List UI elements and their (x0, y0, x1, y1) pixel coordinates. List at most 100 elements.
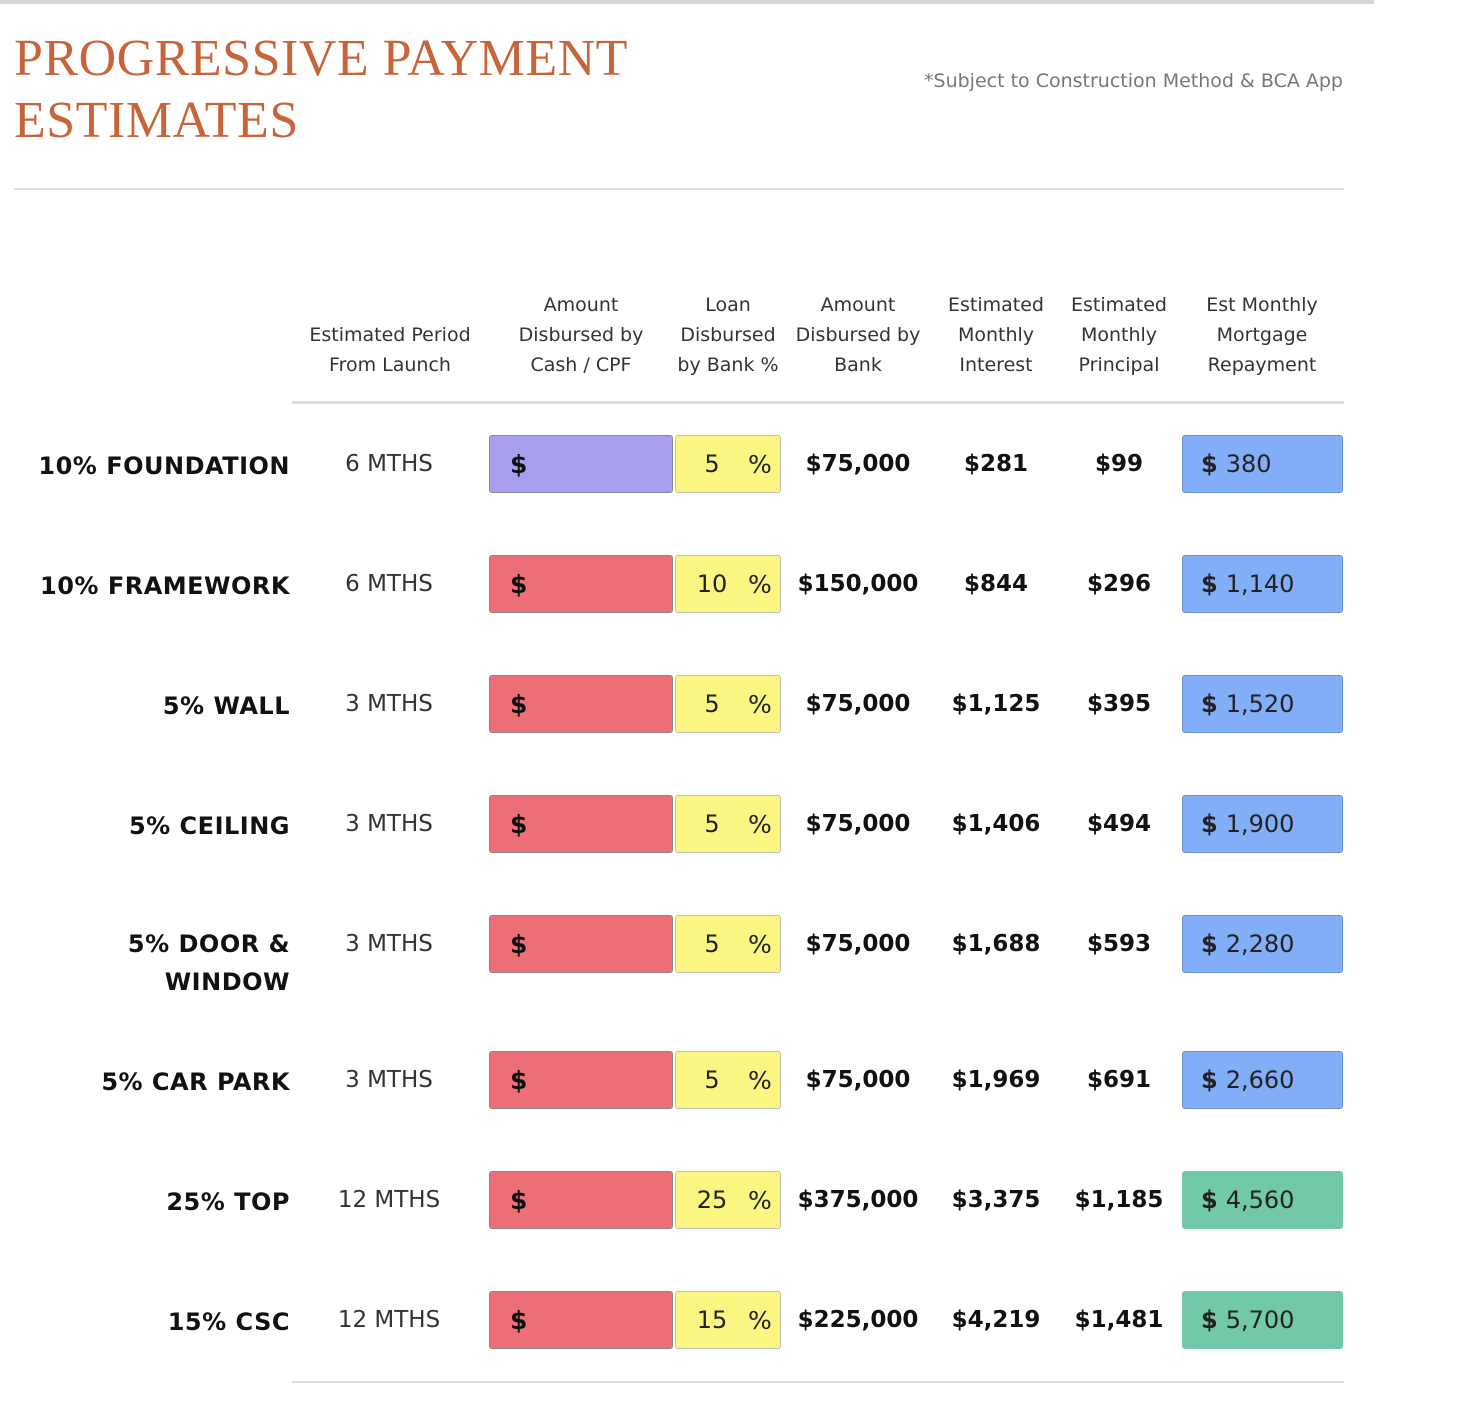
cash-cpf-input[interactable]: $ (489, 1171, 673, 1229)
dollar-icon: $ (510, 569, 528, 599)
interest-value: $4,219 (951, 1307, 1041, 1333)
principal-value: $99 (1094, 451, 1143, 477)
header-amount-bank: Amount Disbursed by Bank (795, 294, 921, 376)
loan-percent-input[interactable]: 10% (675, 555, 781, 613)
interest-value: $1,125 (951, 691, 1041, 717)
loan-percent-input[interactable]: 5% (675, 675, 781, 733)
percent-icon: % (748, 689, 772, 719)
interest-value: $3,375 (951, 1187, 1041, 1213)
table-bottom-divider (292, 1381, 1344, 1383)
percent-icon: % (748, 1065, 772, 1095)
percent-icon: % (748, 1185, 772, 1215)
period-value: 12 MTHS (337, 1307, 441, 1333)
repayment-box: $4,560 (1182, 1171, 1343, 1229)
repayment-value: 4,560 (1225, 1186, 1295, 1214)
interest-value: $1,969 (951, 1067, 1041, 1093)
amount-bank-value: $150,000 (797, 571, 919, 597)
repayment-value: 1,900 (1225, 810, 1295, 838)
loan-percent-value: 15 (696, 1306, 728, 1334)
dollar-icon: $ (1201, 930, 1218, 958)
dollar-icon: $ (510, 1185, 528, 1215)
dollar-icon: $ (1201, 690, 1218, 718)
dollar-icon: $ (510, 1305, 528, 1335)
cash-cpf-input[interactable]: $ (489, 915, 673, 973)
dollar-icon: $ (1201, 1186, 1218, 1214)
repayment-box: $380 (1182, 435, 1343, 493)
stage-label: 15% CSC (167, 1308, 290, 1336)
loan-percent-input[interactable]: 5% (675, 435, 781, 493)
cash-cpf-input[interactable]: $ (489, 675, 673, 733)
repayment-box: $1,900 (1182, 795, 1343, 853)
loan-percent-value: 5 (704, 810, 720, 838)
stage-label: 10% FOUNDATION (38, 452, 290, 480)
percent-icon: % (748, 449, 772, 479)
amount-bank-value: $375,000 (797, 1187, 919, 1213)
loan-percent-input[interactable]: 5% (675, 1051, 781, 1109)
dollar-icon: $ (510, 809, 528, 839)
principal-value: $296 (1086, 571, 1151, 597)
loan-percent-value: 5 (704, 1066, 720, 1094)
period-value: 3 MTHS (345, 1067, 433, 1093)
loan-percent-input[interactable]: 25% (675, 1171, 781, 1229)
page-title: PROGRESSIVE PAYMENT ESTIMATES (14, 28, 628, 152)
principal-value: $494 (1086, 811, 1151, 837)
dollar-icon: $ (510, 1065, 528, 1095)
period-value: 3 MTHS (345, 811, 433, 837)
stage-label: 25% TOP (166, 1188, 290, 1216)
header-period: Estimated Period From Launch (309, 324, 471, 376)
loan-percent-input[interactable]: 5% (675, 795, 781, 853)
dollar-icon: $ (510, 449, 528, 479)
cash-cpf-input[interactable]: $ (489, 1051, 673, 1109)
cash-cpf-input[interactable]: $ (489, 1291, 673, 1349)
cash-cpf-input[interactable]: $ (489, 435, 673, 493)
header-loan-pct: Loan Disbursed by Bank % (677, 294, 779, 376)
dollar-icon: $ (1201, 1306, 1218, 1334)
repayment-value: 380 (1225, 450, 1272, 478)
amount-bank-value: $75,000 (805, 1067, 911, 1093)
header-interest: Estimated Monthly Interest (948, 294, 1044, 376)
interest-value: $844 (963, 571, 1028, 597)
amount-bank-value: $225,000 (797, 1307, 919, 1333)
loan-percent-value: 25 (696, 1186, 728, 1214)
period-value: 6 MTHS (345, 451, 433, 477)
principal-value: $395 (1086, 691, 1151, 717)
repayment-value: 2,280 (1225, 930, 1295, 958)
repayment-box: $1,140 (1182, 555, 1343, 613)
principal-value: $593 (1086, 931, 1151, 957)
dollar-icon: $ (510, 689, 528, 719)
dollar-icon: $ (1201, 1066, 1218, 1094)
repayment-value: 5,700 (1225, 1306, 1295, 1334)
loan-percent-value: 5 (704, 930, 720, 958)
loan-percent-value: 5 (704, 690, 720, 718)
loan-percent-input[interactable]: 5% (675, 915, 781, 973)
repayment-value: 1,520 (1225, 690, 1295, 718)
period-value: 12 MTHS (337, 1187, 441, 1213)
amount-bank-value: $75,000 (805, 811, 911, 837)
repayment-box: $2,660 (1182, 1051, 1343, 1109)
dollar-icon: $ (1201, 570, 1218, 598)
principal-value: $1,185 (1074, 1187, 1164, 1213)
loan-percent-value: 5 (704, 450, 720, 478)
top-rule (0, 0, 1374, 4)
loan-percent-input[interactable]: 15% (675, 1291, 781, 1349)
loan-percent-value: 10 (696, 570, 728, 598)
period-value: 6 MTHS (345, 571, 433, 597)
cash-cpf-input[interactable]: $ (489, 795, 673, 853)
repayment-value: 2,660 (1225, 1066, 1295, 1094)
dollar-icon: $ (510, 929, 528, 959)
repayment-box: $5,700 (1182, 1291, 1343, 1349)
page-title-line2: ESTIMATES (14, 92, 299, 149)
principal-value: $1,481 (1074, 1307, 1164, 1333)
amount-bank-value: $75,000 (805, 691, 911, 717)
period-value: 3 MTHS (345, 691, 433, 717)
stage-label: 5% DOOR & WINDOW (127, 930, 290, 996)
cash-cpf-input[interactable]: $ (489, 555, 673, 613)
dollar-icon: $ (1201, 810, 1218, 838)
percent-icon: % (748, 809, 772, 839)
principal-value: $691 (1086, 1067, 1151, 1093)
interest-value: $1,406 (951, 811, 1041, 837)
header-divider (292, 401, 1344, 404)
interest-value: $1,688 (951, 931, 1041, 957)
percent-icon: % (748, 569, 772, 599)
dollar-icon: $ (1201, 450, 1218, 478)
